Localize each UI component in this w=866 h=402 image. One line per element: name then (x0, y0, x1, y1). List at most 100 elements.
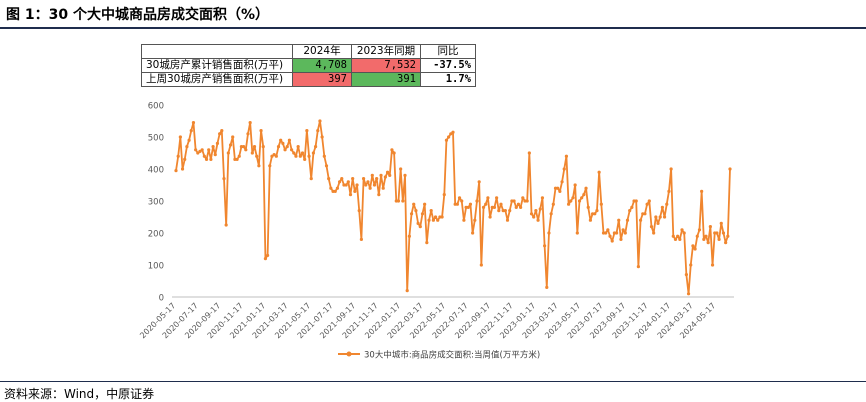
legend-marker (346, 351, 352, 357)
data-point (610, 239, 614, 243)
data-point (366, 180, 370, 184)
data-point (593, 212, 597, 216)
data-point (191, 121, 196, 125)
data-point (545, 285, 549, 289)
data-point (617, 218, 621, 222)
data-point (595, 209, 599, 213)
data-point (455, 202, 459, 206)
data-point (185, 145, 189, 149)
data-point (329, 186, 333, 190)
data-point (202, 154, 206, 158)
data-point (213, 153, 217, 157)
data-point (324, 164, 329, 168)
data-point (717, 237, 721, 241)
data-point (488, 215, 492, 219)
data-point (403, 173, 407, 177)
data-point (431, 218, 435, 222)
data-point (708, 225, 712, 229)
data-point (525, 199, 529, 203)
data-point (682, 231, 686, 235)
header-yoy: 同比 (420, 44, 476, 59)
data-point (180, 167, 185, 171)
data-point (283, 148, 287, 152)
data-point (571, 196, 575, 200)
value-yoy: 1.7% (420, 72, 476, 87)
data-point (268, 164, 272, 168)
data-point (224, 223, 228, 227)
data-point (429, 209, 433, 213)
data-point (250, 151, 254, 155)
data-point (536, 218, 540, 222)
data-point (532, 215, 536, 219)
data-point (333, 189, 337, 193)
data-point (261, 145, 265, 149)
data-point (303, 157, 307, 161)
data-point (309, 177, 313, 181)
value-yoy: -37.5% (420, 58, 476, 73)
data-point (473, 218, 477, 222)
data-point (710, 263, 715, 267)
data-point (665, 202, 669, 206)
data-point (215, 141, 220, 145)
data-point (630, 205, 634, 209)
top-rule (0, 27, 866, 29)
source-note: 资料来源：Wind，中原证券 (4, 387, 155, 401)
data-point (388, 173, 392, 177)
data-point (505, 218, 510, 222)
data-point (715, 231, 719, 235)
data-point (313, 145, 318, 149)
data-point (649, 225, 654, 229)
data-point (178, 135, 182, 139)
data-point (370, 173, 374, 177)
data-point (566, 202, 571, 206)
data-point (294, 154, 298, 158)
legend: 30大中城市:商品房成交面积:当周值(万平方米) (338, 350, 540, 361)
data-point (457, 196, 462, 200)
data-point (656, 221, 660, 225)
data-point (316, 129, 320, 133)
data-point (645, 202, 649, 206)
data-point (621, 228, 625, 232)
data-point (375, 177, 379, 181)
data-point (689, 263, 693, 267)
data-point (658, 215, 662, 219)
data-point (442, 193, 446, 197)
summary-row-lastweek: 上周30城房产销售面积(万平) 397 391 1.7% (141, 72, 476, 87)
data-point (174, 169, 178, 173)
data-point (359, 237, 363, 241)
data-point (279, 138, 283, 142)
data-point (588, 218, 593, 222)
data-point (673, 237, 678, 241)
data-point (257, 164, 261, 168)
data-point (281, 141, 285, 145)
data-point (296, 145, 300, 149)
data-point (228, 143, 233, 147)
data-point (614, 231, 619, 235)
data-point (562, 167, 566, 171)
data-point (569, 199, 573, 203)
summary-row-cumulative: 30城房产累计销售面积(万平) 4,708 7,532 -37.5% (141, 58, 476, 73)
summary-table: 2024年 2023年同期 同比 30城房产累计销售面积(万平) 4,708 7… (141, 44, 476, 87)
series-layer (174, 119, 732, 296)
data-point (407, 234, 411, 238)
data-point (580, 196, 584, 200)
data-point (392, 151, 396, 155)
data-point (477, 180, 481, 184)
data-point (222, 177, 226, 181)
data-point (680, 228, 684, 232)
data-point (597, 170, 601, 174)
data-point (497, 209, 501, 213)
data-point (183, 157, 187, 161)
row-label: 上周30城房产销售面积(万平) (141, 72, 293, 87)
data-point (647, 199, 651, 203)
data-point (625, 218, 630, 222)
data-point (242, 145, 246, 149)
data-point (475, 199, 479, 203)
data-point (726, 234, 730, 238)
axis-layer: 01002003004005006002020-05-172020-07-172… (138, 102, 734, 340)
data-point (327, 177, 331, 181)
data-point (547, 231, 551, 235)
data-point (628, 209, 632, 213)
data-point (396, 199, 401, 203)
data-point (573, 183, 577, 187)
